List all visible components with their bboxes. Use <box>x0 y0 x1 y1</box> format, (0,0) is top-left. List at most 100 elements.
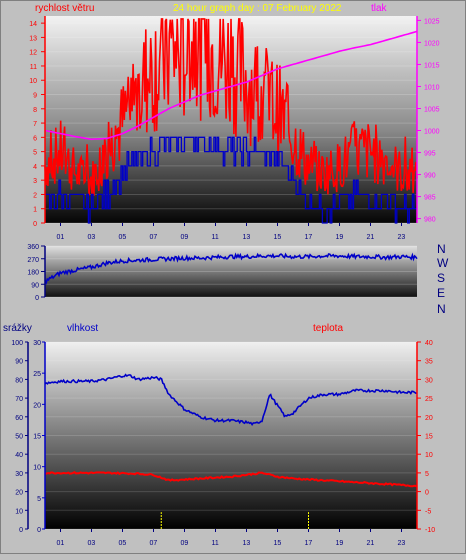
precipitation-tick-80: 80 <box>15 377 23 384</box>
humidity-tick-10: 10 <box>33 465 41 472</box>
panel1-x-tick-17: 17 <box>305 234 313 241</box>
panel1-x-tick-11: 11 <box>212 234 219 241</box>
wind-average-series <box>45 136 417 224</box>
wind-direction-line <box>44 252 418 285</box>
temperature-label: teplota <box>313 323 343 334</box>
panel3-x-tick-09: 09 <box>181 540 189 547</box>
panel1-x-tick-07: 07 <box>150 234 158 241</box>
direction-tick-180: 180 <box>27 270 39 277</box>
panel3-background <box>45 342 417 529</box>
wind-average-line <box>45 136 417 224</box>
pressure-tick-1020: 1020 <box>424 40 440 47</box>
precipitation-tick-50: 50 <box>15 434 23 441</box>
temperature-tick-25: 25 <box>425 396 433 403</box>
wind-speed-tick-11: 11 <box>30 64 37 71</box>
panel1-x-tick-21: 21 <box>367 234 375 241</box>
pressure-tick-1005: 1005 <box>424 106 440 113</box>
wind-speed-tick-8: 8 <box>33 107 37 114</box>
direction-label-w: W <box>437 256 449 270</box>
precipitation-tick-60: 60 <box>15 415 23 422</box>
temperature-tick--10: -10 <box>425 527 435 534</box>
precipitation-tick-30: 30 <box>15 471 23 478</box>
panel3-x-tick-23: 23 <box>398 540 406 547</box>
humidity-series <box>44 373 418 427</box>
temperature-tick-20: 20 <box>425 415 433 422</box>
pressure-label: tlak <box>371 3 388 14</box>
wind-speed-tick-5: 5 <box>33 150 37 157</box>
precipitation-tick-10: 10 <box>15 508 23 515</box>
temperature-tick-15: 15 <box>425 434 433 441</box>
panel1-x-tick-23: 23 <box>398 234 406 241</box>
pressure-tick-1000: 1000 <box>424 129 440 136</box>
pressure-line <box>44 30 418 141</box>
panel3-x-tick-05: 05 <box>119 540 127 547</box>
wind-direction-series <box>44 252 418 285</box>
panel1-axes: 0123456789101112131498098599099510001005… <box>29 16 440 241</box>
panel3-x-tick-17: 17 <box>305 540 313 547</box>
wind-speed-tick-2: 2 <box>33 192 37 199</box>
direction-label-n-top: N <box>437 242 446 256</box>
pressure-tick-1015: 1015 <box>424 62 440 69</box>
wind-speed-tick-10: 10 <box>29 78 37 85</box>
panel3-x-tick-07: 07 <box>150 540 158 547</box>
panel3-axes: 0102030405060708090100051015202530-10-50… <box>11 340 435 547</box>
pressure-tick-990: 990 <box>424 173 436 180</box>
chart-title: 24 hour graph day : 07 February 2022 <box>173 3 342 14</box>
direction-tick-270: 270 <box>27 257 39 264</box>
precipitation-tick-0: 0 <box>19 527 23 534</box>
temperature-tick-5: 5 <box>425 471 429 478</box>
humidity-tick-0: 0 <box>37 527 41 534</box>
humidity-tick-15: 15 <box>33 434 41 441</box>
temperature-tick-40: 40 <box>425 340 433 347</box>
wind-speed-tick-1: 1 <box>33 207 37 214</box>
panel3-x-tick-03: 03 <box>88 540 96 547</box>
wind-speed-tick-6: 6 <box>33 135 37 142</box>
humidity-label: vlhkost <box>67 323 98 334</box>
temperature-tick-30: 30 <box>425 377 433 384</box>
panel3-x-tick-15: 15 <box>274 540 282 547</box>
humidity-tick-30: 30 <box>33 340 41 347</box>
humidity-tick-20: 20 <box>33 402 41 409</box>
temperature-tick-10: 10 <box>425 452 433 459</box>
panel1-x-tick-03: 03 <box>88 234 96 241</box>
wind-speed-tick-4: 4 <box>33 164 37 171</box>
precipitation-tick-20: 20 <box>15 490 23 497</box>
temperature-series <box>44 471 418 488</box>
panel2-axes: 0 90 180 270 360 <box>27 244 46 302</box>
pressure-tick-980: 980 <box>424 217 436 224</box>
pressure-tick-995: 995 <box>424 151 436 158</box>
panel3-x-tick-11: 11 <box>212 540 219 547</box>
humidity-line <box>44 373 418 427</box>
precipitation-tick-40: 40 <box>15 452 23 459</box>
panel1-x-tick-19: 19 <box>336 234 344 241</box>
direction-label-s: S <box>437 271 445 285</box>
temperature-line <box>44 471 418 488</box>
wind-speed-tick-12: 12 <box>29 50 37 57</box>
precipitation-tick-90: 90 <box>15 359 23 366</box>
temperature-tick-35: 35 <box>425 359 433 366</box>
panel1-x-tick-13: 13 <box>243 234 251 241</box>
panel1-x-tick-15: 15 <box>274 234 282 241</box>
panel3-x-tick-21: 21 <box>367 540 375 547</box>
temperature-tick-0: 0 <box>425 490 429 497</box>
temperature-tick--5: -5 <box>425 508 431 515</box>
panel1-x-tick-09: 09 <box>181 234 189 241</box>
wind-direction-panel: 0 90 180 270 360 <box>27 244 418 302</box>
panel1-x-tick-05: 05 <box>119 234 127 241</box>
pressure-tick-1025: 1025 <box>424 18 440 25</box>
direction-tick-360: 360 <box>27 244 39 251</box>
wind-speed-tick-3: 3 <box>33 178 37 185</box>
pressure-series <box>44 30 418 141</box>
wind-gust-line <box>44 18 418 196</box>
direction-tick-0: 0 <box>35 295 39 302</box>
direction-label-n-bottom: N <box>437 302 446 316</box>
wind-speed-tick-7: 7 <box>33 121 37 128</box>
humidity-tick-5: 5 <box>37 496 41 503</box>
panel3-x-tick-13: 13 <box>243 540 251 547</box>
wind-speed-tick-9: 9 <box>33 93 37 100</box>
panel3-x-tick-19: 19 <box>336 540 344 547</box>
precipitation-tick-100: 100 <box>11 340 23 347</box>
wind-speed-tick-13: 13 <box>29 35 37 42</box>
